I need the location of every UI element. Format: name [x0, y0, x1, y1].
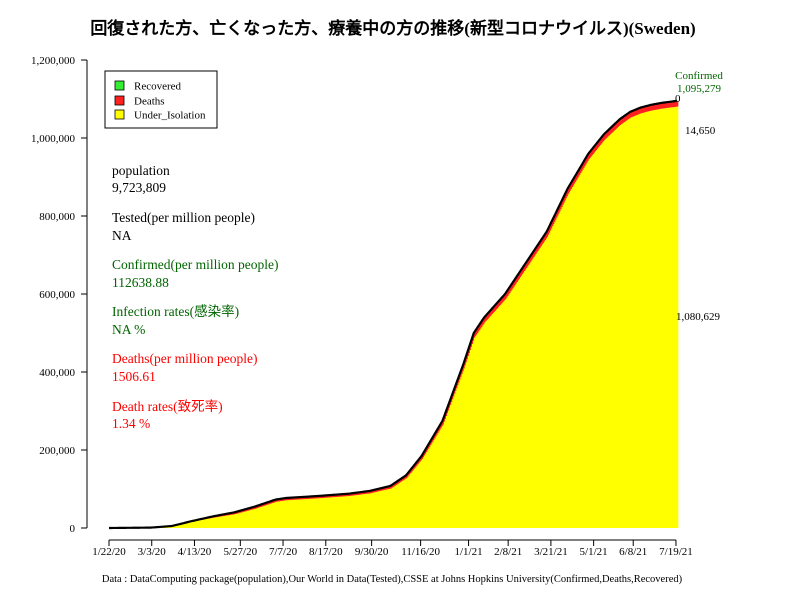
data-source-caption: Data : DataComputing package(population)… — [102, 574, 683, 585]
x-tick-label: 8/17/20 — [309, 546, 343, 558]
recovered-annotation-value: 0 — [675, 93, 681, 105]
chart-title: 回復された方、亡くなった方、療養中の方の推移(新型コロナウイルス)(Sweden… — [90, 18, 695, 38]
x-tick-label: 7/19/21 — [659, 546, 693, 558]
info-panel: population 9,723,809 Tested(per million … — [112, 163, 278, 431]
x-tick-label: 4/13/20 — [178, 546, 212, 558]
legend-label-under-isolation: Under_Isolation — [134, 110, 206, 122]
x-tick-label: 1/22/20 — [92, 546, 126, 558]
x-tick-label: 2/8/21 — [494, 546, 522, 558]
x-tick-label: 7/7/20 — [269, 546, 298, 558]
y-tick-label: 800,000 — [39, 211, 75, 223]
series-layer — [108, 99, 679, 530]
y-tick-label: 600,000 — [39, 289, 75, 301]
y-tick-label: 1,200,000 — [31, 55, 76, 67]
death-rate-value: 1.34 % — [112, 416, 150, 431]
under-isolation-annotation-value: 1,080,629 — [676, 311, 721, 323]
legend-label-deaths: Deaths — [134, 96, 165, 108]
x-tick-label: 3/21/21 — [534, 546, 568, 558]
y-tick-label: 200,000 — [39, 445, 75, 457]
x-tick-label: 3/3/20 — [138, 546, 167, 558]
x-tick-label: 5/27/20 — [224, 546, 258, 558]
confirmed-annotation-value: 1,095,279 — [677, 83, 722, 95]
y-tick-label: 0 — [70, 523, 76, 535]
x-tick-label: 11/16/20 — [401, 546, 440, 558]
death-rate-label: Death rates(致死率) — [112, 398, 223, 414]
legend: Recovered Deaths Under_Isolation — [104, 70, 218, 129]
confirmed-line — [108, 99, 678, 530]
deaths-annotation-value: 14,650 — [685, 125, 716, 137]
x-tick-label: 1/1/21 — [454, 546, 482, 558]
infection-rate-label: Infection rates(感染率) — [112, 303, 239, 319]
axes: 0 200,000 400,000 600,000 800,000 1,000,000 1,… — [31, 55, 693, 558]
y-tick-label: 400,000 — [39, 367, 75, 379]
x-tick-label: 9/30/20 — [355, 546, 389, 558]
under-isolation-area — [109, 106, 679, 529]
confirmed-annotation-label: Confirmed — [675, 70, 723, 82]
x-tick-label: 5/1/21 — [580, 546, 608, 558]
confirmed-per-million-value: 112638.88 — [112, 275, 169, 290]
population-label: population — [112, 163, 170, 178]
end-annotations: Confirmed 1,095,279 0 14,650 1,080,629 — [675, 70, 723, 323]
infection-rate-value: NA % — [112, 322, 145, 337]
x-tick-label: 6/8/21 — [619, 546, 647, 558]
legend-label-recovered: Recovered — [134, 81, 182, 93]
legend-swatch-deaths — [114, 95, 125, 106]
legend-swatch-recovered — [114, 80, 125, 91]
tested-value: NA — [112, 228, 132, 243]
y-tick-label: 1,000,000 — [31, 133, 76, 145]
population-value: 9,723,809 — [112, 180, 166, 195]
tested-label: Tested(per million people) — [112, 210, 255, 225]
legend-swatch-under-isolation — [114, 109, 125, 120]
deaths-per-million-label: Deaths(per million people) — [112, 351, 257, 366]
deaths-per-million-value: 1506.61 — [112, 369, 156, 384]
confirmed-per-million-label: Confirmed(per million people) — [112, 257, 278, 272]
